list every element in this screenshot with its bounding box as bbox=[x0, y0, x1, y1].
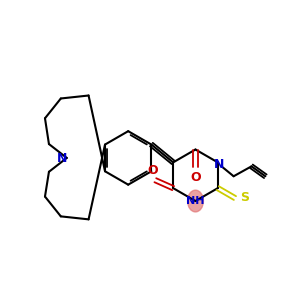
Text: N: N bbox=[214, 158, 224, 171]
Text: O: O bbox=[190, 171, 201, 184]
Text: NH: NH bbox=[186, 196, 205, 206]
Text: N: N bbox=[57, 152, 67, 165]
Text: O: O bbox=[147, 164, 158, 177]
Ellipse shape bbox=[188, 190, 203, 212]
Text: S: S bbox=[240, 190, 249, 204]
